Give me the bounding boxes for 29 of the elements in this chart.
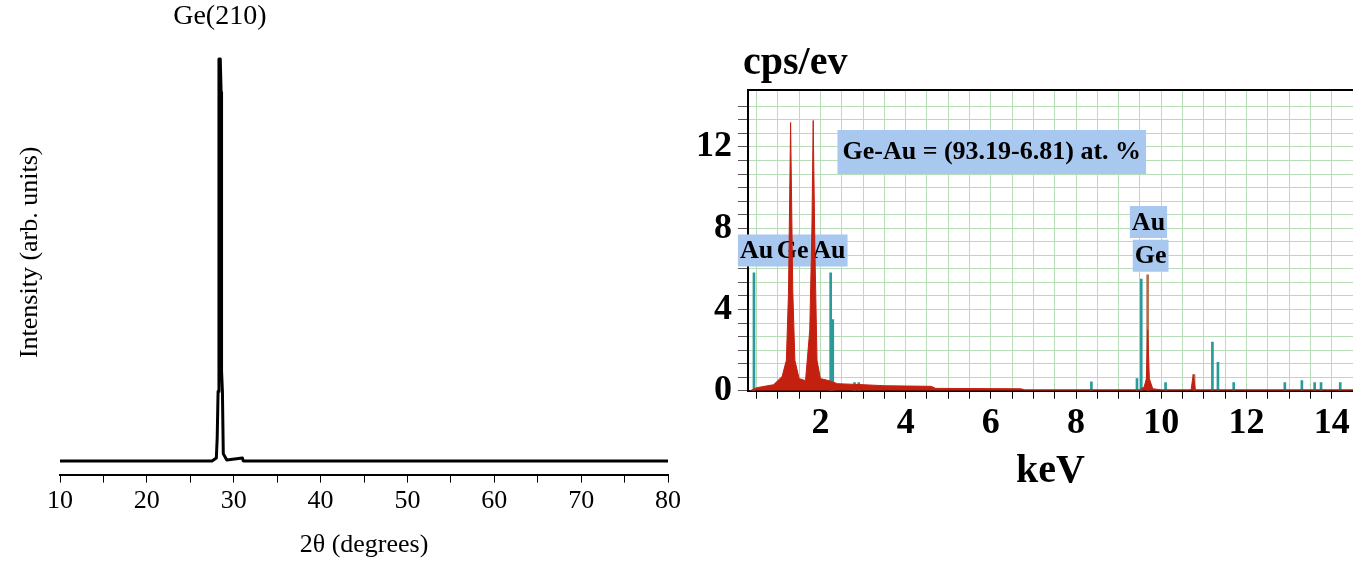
x-tick-label: 70 xyxy=(568,485,595,515)
x-tick-label: 4 xyxy=(896,400,915,441)
y-axis-title: Intensity (arb. units) xyxy=(13,146,43,359)
y-tick-label: 8 xyxy=(714,205,732,246)
y-axis-title: cps/ev xyxy=(743,38,848,84)
x-tick-label: 6 xyxy=(981,400,1000,441)
x-axis-title: keV xyxy=(1016,446,1086,492)
x-tick-label: 30 xyxy=(220,485,247,515)
annotation: Au xyxy=(739,235,774,265)
x-axis-title: 2θ (degrees) xyxy=(299,529,429,559)
x-tick-label: 40 xyxy=(307,485,334,515)
x-tick-label: 50 xyxy=(394,485,421,515)
y-tick-label: 0 xyxy=(714,368,732,409)
x-tick-label: 20 xyxy=(133,485,160,515)
x-tick-label: 2 xyxy=(811,400,830,441)
x-tick-label: 80 xyxy=(655,485,681,515)
x-tick-label: 12 xyxy=(1228,400,1265,441)
x-tick-label: 60 xyxy=(481,485,508,515)
annotation: Au xyxy=(1131,206,1166,236)
annotation: Ge xyxy=(1134,240,1167,270)
x-tick-label: 10 xyxy=(1143,400,1180,441)
x-tick-label: 10 xyxy=(47,485,73,515)
annotation: Ge(210) xyxy=(173,0,267,31)
x-tick-label: 8 xyxy=(1067,400,1086,441)
annotation: Ge-Au = (93.19-6.81) at. % xyxy=(842,135,1142,165)
y-tick-label: 4 xyxy=(714,286,732,327)
y-tick-label: 12 xyxy=(696,124,732,165)
annotation: Au xyxy=(812,235,846,265)
x-tick-label: 14 xyxy=(1313,400,1350,441)
